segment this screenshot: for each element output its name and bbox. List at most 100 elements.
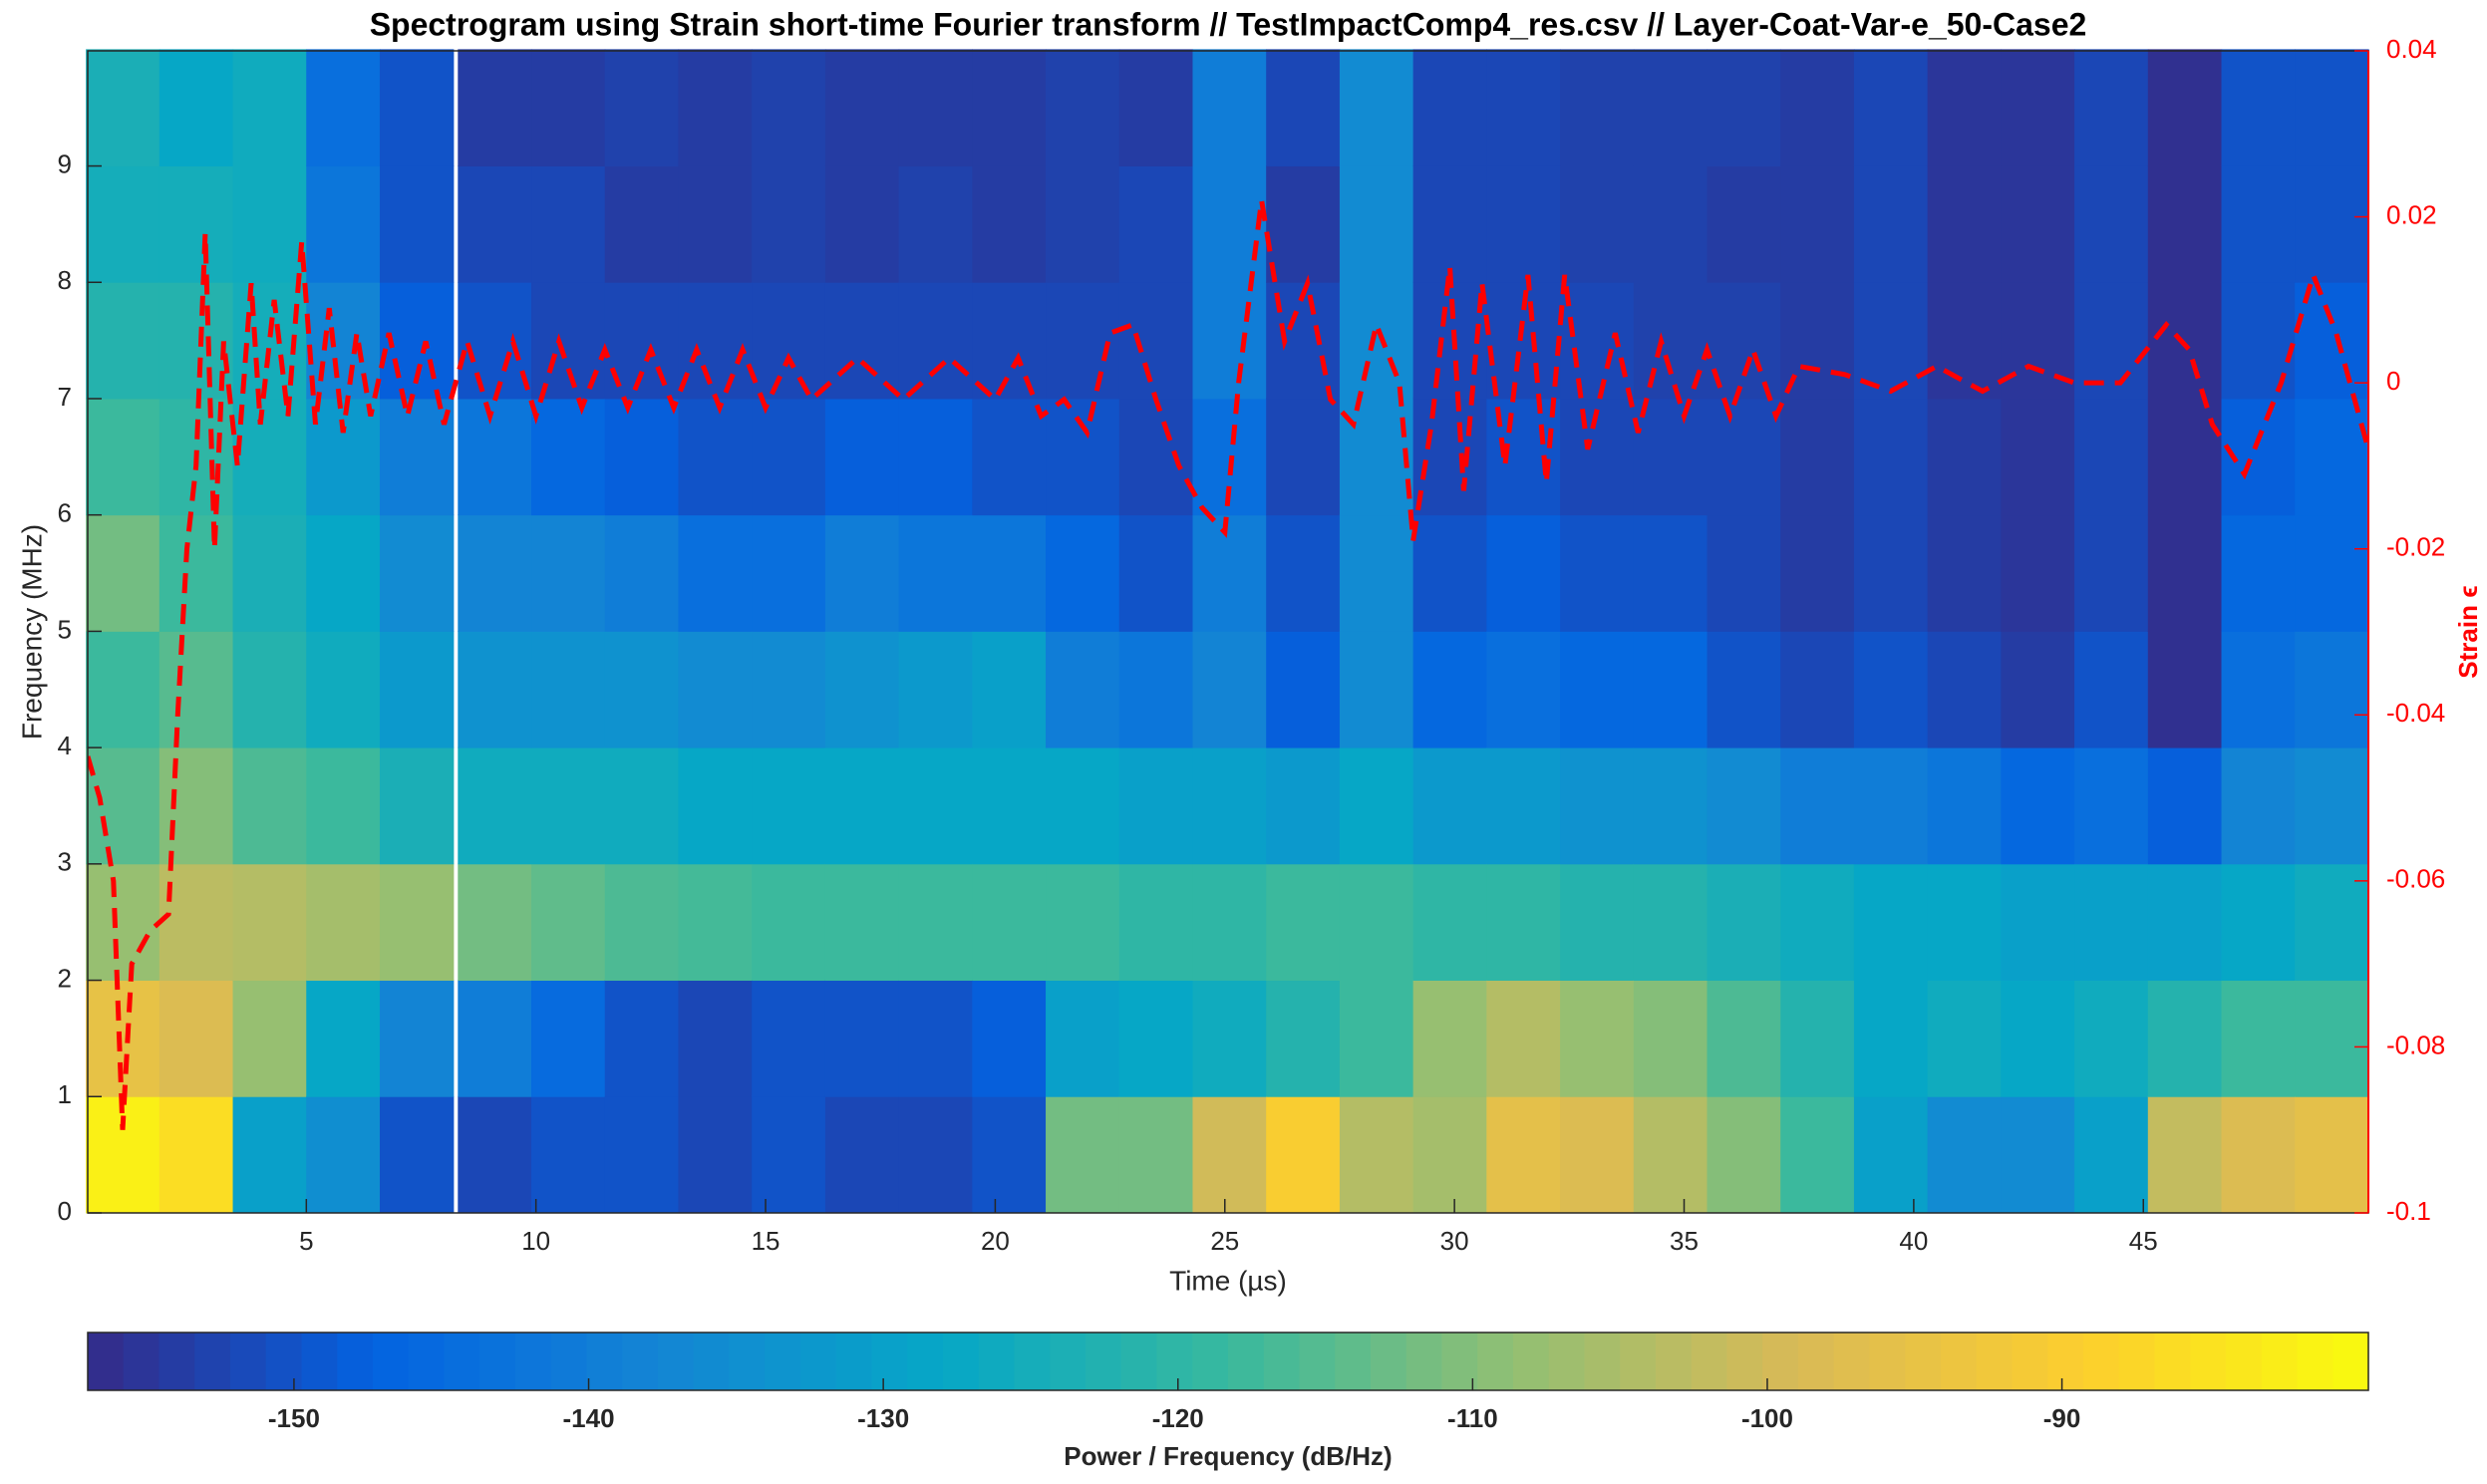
heatmap-cell [1927,980,2003,1097]
y2-tick-label: -0.04 [2386,698,2445,728]
heatmap-cell [306,398,381,516]
heatmap-cell [1633,746,1709,865]
heatmap-cell [2221,514,2296,632]
y-axis-label: Frequency (MHz) [16,524,47,740]
colorbar-step [1941,1333,1978,1390]
heatmap-cell [752,281,826,400]
heatmap-cell [1927,281,2003,400]
colorbar-step [2083,1333,2120,1390]
heatmap-cell [678,630,753,748]
heatmap-cell [1266,630,1341,748]
colorbar-step [479,1333,516,1390]
heatmap-cell [1707,746,1781,865]
colorbar-step [1192,1333,1229,1390]
colorbar-step [1869,1333,1906,1390]
heatmap-cell [1046,863,1120,982]
strain-line [88,199,2368,1130]
heatmap-cell [1853,980,1929,1097]
heatmap-cell [2074,514,2149,632]
heatmap-cell [86,281,160,400]
heatmap-cell [604,165,680,283]
colorbar-step [2297,1333,2333,1390]
heatmap-cell [2147,281,2223,400]
heatmap-cell [898,746,974,865]
colorbar-step [693,1333,731,1390]
heatmap-cell [1707,514,1781,632]
colorbar-step [123,1333,160,1390]
heatmap-cell [531,49,606,166]
heatmap-cell [1266,980,1341,1097]
heatmap-cell [1266,1095,1341,1214]
colorbar-tick-label: -140 [563,1403,615,1433]
heatmap-cell [379,398,455,516]
heatmap-cell [752,398,826,516]
heatmap-cell [1046,630,1120,748]
heatmap-cell [458,281,532,400]
heatmap-cell [531,514,606,632]
heatmap-cell [1853,746,1929,865]
heatmap-cell [86,49,160,166]
heatmap-cell [824,49,900,166]
heatmap-cell [1633,980,1709,1097]
heatmap-cell [1192,630,1267,748]
heatmap-cell [2147,863,2223,982]
heatmap-cell [2074,863,2149,982]
colorbar-step [622,1333,659,1390]
y-tick-label: 6 [58,498,72,528]
heatmap-cell [1046,49,1120,166]
heatmap-cell [1118,281,1194,400]
heatmap-cell [1412,49,1488,166]
colorbar-tick-label: -120 [1152,1403,1204,1433]
colorbar-step [1548,1333,1586,1390]
heatmap-cell [972,281,1047,400]
heatmap-cell [1853,514,1929,632]
heatmap-cell [2221,165,2296,283]
heatmap-cell [1633,863,1709,982]
heatmap-cell [1412,165,1488,283]
heatmap-cell [604,980,680,1097]
heatmap-cell [1192,281,1267,400]
heatmap-cell [1412,746,1488,865]
x-tick-label: 25 [1210,1226,1239,1256]
heatmap-cell [2147,398,2223,516]
heatmap-cell [1046,398,1120,516]
heatmap-cell [306,165,381,283]
heatmap-cell [1780,49,1855,166]
heatmap-cell [531,980,606,1097]
heatmap-cell [1780,630,1855,748]
heatmap-cell [2295,746,2369,865]
heatmap-cell [1118,514,1194,632]
heatmap-cell [2001,863,2075,982]
heatmap-cell [1633,398,1709,516]
colorbar-step [907,1333,944,1390]
heatmap-cell [678,980,753,1097]
heatmap-cell [232,514,307,632]
heatmap-cell [2147,746,2223,865]
colorbar-step [158,1333,195,1390]
heatmap-cell [379,630,455,748]
heatmap-cell [232,398,307,516]
colorbar-step [1014,1333,1051,1390]
heatmap-cell [1486,630,1561,748]
heatmap-cell [2221,1095,2296,1214]
heatmap-cell [2295,514,2369,632]
heatmap-cell [379,863,455,982]
colorbar-step [2226,1333,2263,1390]
heatmap-cell [1192,746,1267,865]
colorbar-tick-label: -130 [857,1403,909,1433]
heatmap-cell [752,863,826,982]
heatmap-cell [1412,514,1488,632]
heatmap-cell [232,165,307,283]
heatmap-cell [1560,746,1635,865]
heatmap-cell [604,1095,680,1214]
colorbar-step [1228,1333,1265,1390]
heatmap-cell [1412,398,1488,516]
y-tick-label: 9 [58,148,72,178]
heatmap-cell [2295,630,2369,748]
heatmap-cell [824,281,900,400]
colorbar-step [1656,1333,1693,1390]
colorbar-step [1335,1333,1372,1390]
heatmap-cell [458,630,532,748]
heatmap-cell [1853,630,1929,748]
